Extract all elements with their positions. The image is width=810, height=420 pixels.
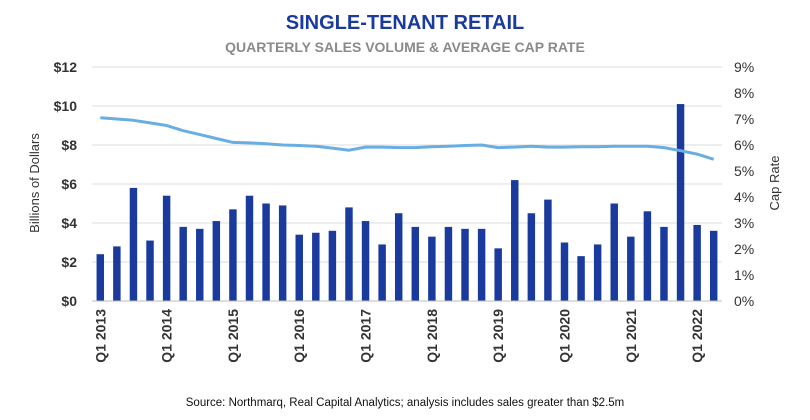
bar-series (96, 104, 718, 301)
y2-tick-label: 1% (734, 267, 754, 283)
x-tick-label: Q1 2022 (689, 309, 705, 363)
bar (444, 226, 453, 301)
bar (394, 213, 403, 301)
bar (129, 187, 138, 301)
bar (494, 248, 502, 301)
bar (245, 195, 254, 301)
y2-tick-label: 7% (734, 111, 754, 127)
x-tick-label: Q1 2020 (557, 309, 573, 363)
bar (643, 211, 652, 301)
bar (709, 230, 718, 301)
y2-tick-label: 4% (734, 189, 754, 205)
bar (660, 226, 668, 301)
bar (113, 246, 121, 301)
bar (229, 209, 237, 301)
bar (676, 104, 685, 301)
cap-rate-line (100, 116, 715, 161)
bar (361, 221, 370, 301)
y-axis-label: Billions of Dollars (27, 133, 42, 233)
y-tick-label: $6 (61, 176, 77, 192)
y2-tick-label: 9% (734, 59, 754, 75)
bar (212, 221, 221, 301)
y2-tick-label: 6% (734, 137, 754, 153)
bar (162, 195, 171, 301)
bar (593, 244, 602, 301)
bar (461, 228, 469, 301)
y2-tick-label: 5% (734, 163, 754, 179)
bar (511, 180, 519, 301)
y2-tick-label: 2% (734, 241, 754, 257)
y-tick-label: $4 (61, 215, 77, 231)
bar (179, 226, 187, 301)
y2-axis-label: Cap Rate (767, 156, 782, 211)
y-tick-label: $10 (54, 98, 78, 114)
bar (278, 205, 287, 301)
bar (477, 228, 486, 301)
bar (96, 254, 105, 301)
bar (295, 234, 303, 301)
y-tick-label: $2 (61, 254, 77, 270)
x-tick-label: Q1 2014 (159, 309, 175, 363)
x-tick-label: Q1 2018 (424, 309, 440, 363)
bar (378, 244, 386, 301)
y-tick-label: $0 (61, 293, 77, 309)
y2-tick-label: 8% (734, 85, 754, 101)
chart-subtitle: QUARTERLY SALES VOLUME & AVERAGE CAP RAT… (225, 39, 585, 55)
x-tick-label: Q1 2015 (225, 309, 241, 363)
x-tick-label: Q1 2019 (490, 309, 506, 363)
x-tick-label: Q1 2021 (623, 309, 639, 363)
y2-tick-label: 3% (734, 215, 754, 231)
cap-rate-series (100, 116, 715, 161)
x-tick-label: Q1 2016 (291, 309, 307, 363)
bar (312, 232, 320, 301)
bar (693, 224, 701, 301)
bar (345, 207, 353, 301)
chart-title: SINGLE-TENANT RETAIL (286, 12, 525, 34)
x-tick-label: Q1 2017 (358, 309, 374, 363)
bar (428, 236, 436, 301)
y-tick-label: $8 (61, 137, 77, 153)
bar (328, 230, 337, 301)
bar (577, 256, 585, 301)
y-tick-label: $12 (54, 59, 78, 75)
bar (146, 240, 154, 301)
source-note: Source: Northmarq, Real Capital Analytic… (186, 397, 625, 409)
y2-tick-label: 0% (734, 293, 754, 309)
bar (196, 228, 204, 301)
bar (560, 242, 569, 301)
bar (411, 226, 420, 301)
axes: $0 $2 $4 $6 $8 $10 $12 0% 1% 2% 3% 4% 5% 6% 7% 8% 9% Q1 2… (54, 59, 755, 363)
x-tick-label: Q1 2013 (92, 309, 108, 363)
bar (544, 199, 552, 301)
bar (262, 203, 270, 301)
bar (610, 203, 618, 301)
bar (627, 236, 635, 301)
bar (527, 213, 536, 301)
